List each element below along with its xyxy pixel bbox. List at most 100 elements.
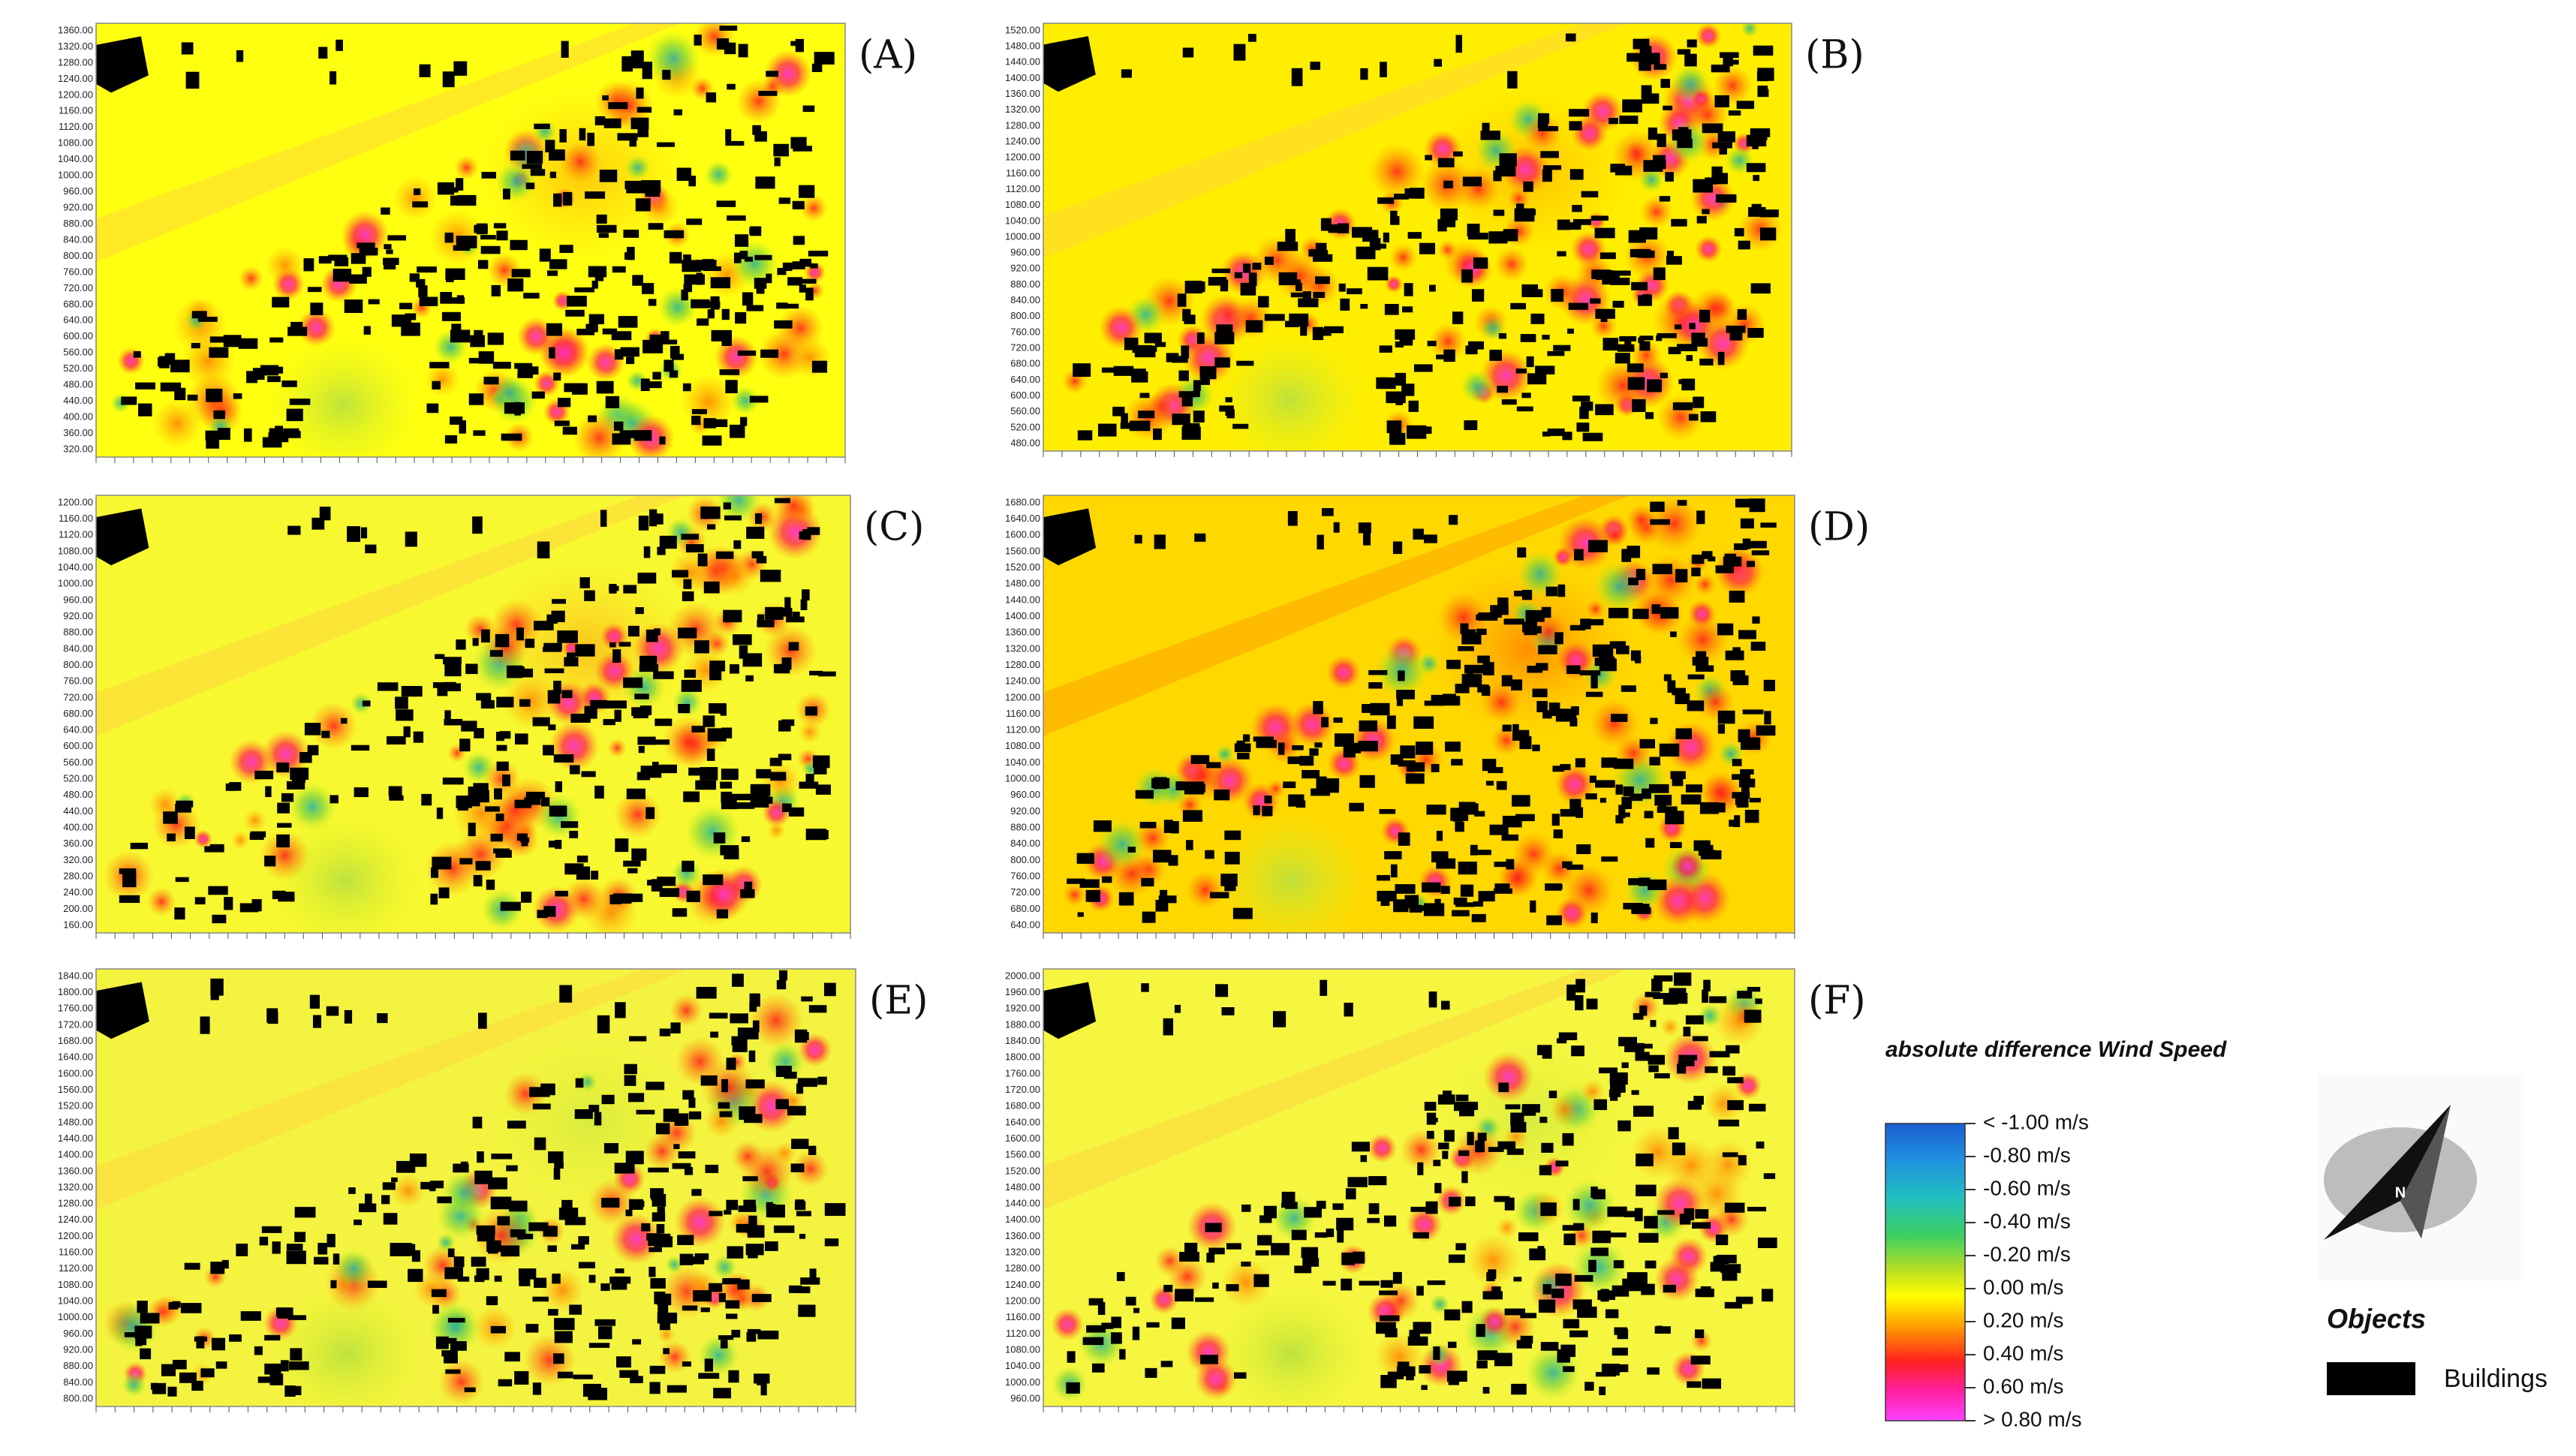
building (432, 681, 448, 688)
y-tick-label: 680.00 (1010, 358, 1040, 369)
building (1428, 991, 1437, 1008)
building (1214, 332, 1235, 344)
building (805, 774, 814, 783)
building (1719, 52, 1739, 59)
building (687, 1256, 705, 1265)
building (552, 599, 566, 604)
building (1546, 915, 1562, 925)
building (267, 376, 281, 383)
building (553, 372, 561, 381)
building (1665, 172, 1674, 182)
speed-blob (259, 830, 311, 881)
y-tick-label: 560.00 (1010, 405, 1040, 417)
building (1210, 892, 1229, 898)
building (264, 856, 276, 867)
building (1347, 288, 1362, 295)
building (614, 349, 624, 360)
building (746, 305, 764, 311)
building (561, 41, 569, 58)
building (1383, 1215, 1397, 1227)
building (1535, 366, 1555, 375)
building (588, 314, 604, 325)
building (1639, 335, 1654, 341)
y-tick-label: 600.00 (63, 740, 93, 751)
building (632, 275, 643, 286)
building (773, 663, 790, 674)
building (1618, 1208, 1627, 1213)
building (621, 56, 633, 72)
speed-blob (1516, 551, 1563, 598)
building (351, 253, 366, 264)
building (1540, 1202, 1557, 1217)
building (289, 1361, 309, 1370)
building (760, 1382, 767, 1396)
building (1221, 1007, 1235, 1015)
y-tick-label: 1520.00 (1005, 561, 1040, 573)
building (713, 832, 726, 844)
building (1154, 341, 1166, 347)
building (1476, 1360, 1488, 1369)
y-tick-label: 960.00 (63, 594, 93, 605)
building (709, 1012, 728, 1019)
building (451, 323, 462, 332)
building (775, 1099, 789, 1109)
building (549, 347, 555, 359)
building (1379, 1290, 1398, 1295)
y-tick-label: 920.00 (1010, 805, 1040, 817)
building (1660, 79, 1671, 89)
building (1455, 35, 1463, 53)
building (725, 380, 738, 394)
building (554, 1331, 573, 1343)
building (1482, 122, 1490, 135)
building (96, 508, 149, 566)
building (557, 1371, 573, 1379)
y-tick-label: 480.00 (1010, 437, 1040, 448)
building (1287, 510, 1298, 526)
building (1216, 324, 1233, 332)
building (272, 890, 286, 900)
speed-blob (804, 261, 826, 284)
building (702, 259, 715, 271)
building (614, 1163, 635, 1174)
building (344, 299, 363, 313)
building (1684, 53, 1697, 67)
building (553, 754, 574, 763)
building (1296, 282, 1302, 291)
building (1685, 784, 1703, 793)
building (1572, 205, 1582, 212)
building (719, 26, 738, 31)
building (1547, 428, 1565, 436)
building (523, 293, 540, 299)
building (1648, 784, 1669, 793)
building (1749, 798, 1761, 803)
y-tick-label: 800.00 (63, 659, 93, 670)
building (1641, 85, 1652, 99)
speed-blob (1677, 613, 1729, 666)
building (1681, 794, 1702, 805)
building (1458, 1109, 1475, 1117)
building (1513, 1277, 1522, 1282)
building (1474, 811, 1485, 817)
building (1360, 303, 1368, 309)
building (309, 994, 320, 1009)
building (1569, 121, 1582, 131)
building (474, 1275, 485, 1283)
building (1660, 607, 1679, 619)
building (549, 171, 557, 179)
building (1593, 1099, 1608, 1111)
building (776, 979, 787, 990)
building (209, 336, 231, 343)
building (611, 331, 632, 341)
building (469, 794, 480, 807)
building (724, 42, 736, 55)
building (1757, 1237, 1777, 1248)
speed-blob (483, 760, 521, 798)
building (532, 1382, 542, 1395)
building (277, 823, 292, 828)
building (290, 321, 303, 335)
building (600, 1283, 610, 1292)
building (736, 802, 755, 809)
building (658, 1304, 669, 1317)
building (1334, 733, 1354, 747)
building (561, 821, 579, 829)
